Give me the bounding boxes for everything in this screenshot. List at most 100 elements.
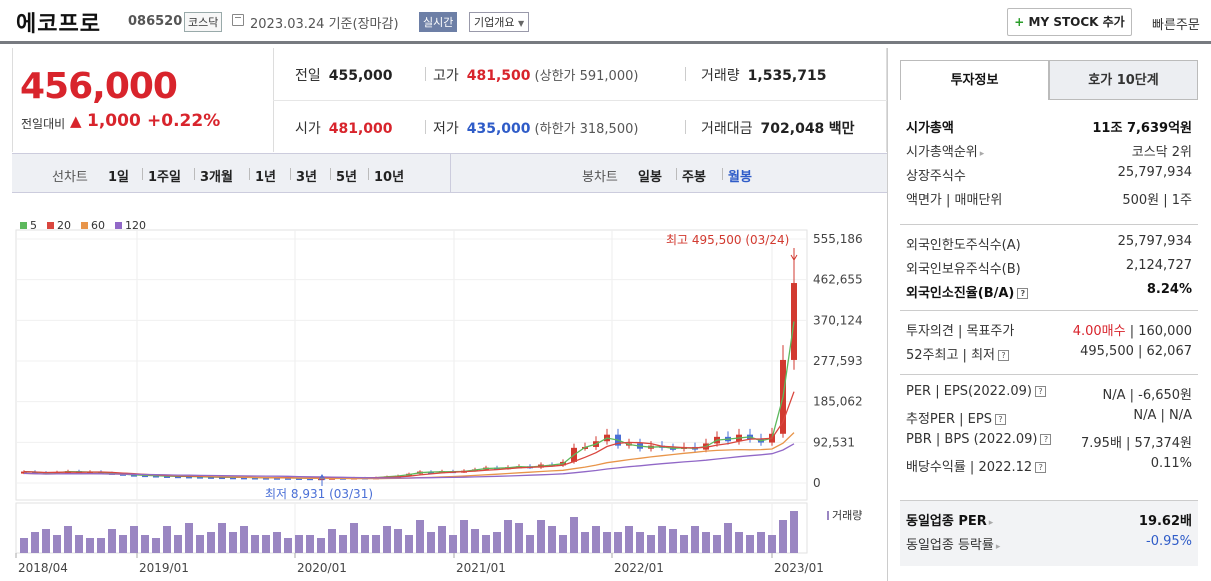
foreign-group: 외국인한도주식수(A) 25,797,934 외국인보유주식수(B) 2,124,72…	[900, 224, 1198, 303]
volume-bar	[53, 535, 61, 553]
help-icon[interactable]: ?	[1035, 462, 1047, 473]
candle-period-0[interactable]: 일봉	[638, 170, 662, 185]
candle-period-2[interactable]: 월봉	[728, 170, 752, 185]
volume-bar	[130, 526, 138, 553]
volume-bar	[163, 526, 171, 553]
candle-period-1[interactable]: 주봉	[682, 170, 706, 185]
info-label: 시가총액	[906, 121, 954, 136]
candle-body	[175, 476, 181, 479]
volume-bar	[361, 535, 369, 553]
low-annotation: 최저 8,931 (03/31)	[265, 487, 373, 501]
chevron-right-icon[interactable]: ▸	[995, 542, 1001, 552]
candle-chart-label: 봉차트	[582, 170, 618, 185]
mcap-row-3: 액면가 | 매매단위 500원 | 1주	[900, 186, 1198, 210]
period-bar: 선차트 1일 1주일 3개월 1년 3년 5년 10년 봉차트 일봉 주봉 월봉	[12, 153, 887, 193]
y-tick-label: 277,593	[813, 354, 863, 368]
volume-bar	[790, 511, 798, 553]
volume-bar	[196, 535, 204, 553]
volume-bar	[493, 532, 501, 553]
info-label: PER | EPS(2022.09)?	[906, 384, 1046, 399]
volume-bar	[152, 538, 160, 553]
volume-bar	[647, 535, 655, 553]
quick-order-link[interactable]: 빠른주문	[1152, 18, 1200, 33]
help-icon[interactable]: ?	[1040, 434, 1052, 445]
info-label: 외국인소진율(B/A)?	[906, 282, 1029, 301]
chevron-down-icon: ▼	[517, 19, 525, 28]
valuation-row-3: 배당수익률 | 2022.12? 0.11%	[900, 453, 1198, 477]
plus-icon: +	[1014, 15, 1025, 29]
period-2[interactable]: 3개월	[200, 170, 233, 185]
quote-date: 2023.03.24 기준(장마감)	[250, 17, 399, 32]
high-annotation: 최고 495,500 (03/24)	[666, 233, 789, 247]
volume-bar	[449, 535, 457, 553]
sector-row-0: 동일업종 PER ▸ 19.62배	[900, 507, 1198, 531]
help-icon[interactable]: ?	[994, 414, 1006, 425]
volume-bar	[691, 526, 699, 553]
volume-bar	[581, 532, 589, 553]
candle-body	[307, 478, 313, 481]
volume-bar	[680, 535, 688, 553]
foreign-row-0: 외국인한도주식수(A) 25,797,934	[900, 231, 1198, 255]
volume-label: 거래량	[832, 509, 862, 522]
volume-bar	[724, 523, 732, 553]
candle-body	[318, 478, 324, 481]
mcap-row-0: 시가총액 11조 7,639억원	[900, 114, 1198, 138]
info-value: 25,797,934	[1117, 165, 1192, 180]
volume-bar	[273, 532, 281, 553]
add-mystock-button[interactable]: + MY STOCK 추가	[1007, 8, 1132, 36]
candle-body	[164, 475, 170, 478]
period-1[interactable]: 1주일	[148, 170, 181, 185]
company-overview-dropdown[interactable]: 기업개요 ▼	[469, 12, 530, 32]
mcap-row-1: 시가총액순위 ▸ 코스닥 2위	[900, 138, 1198, 162]
market-badge: 코스닥	[184, 12, 223, 32]
realtime-button[interactable]: 실시간	[419, 12, 458, 32]
tab-orderbook[interactable]: 호가 10단계	[1049, 60, 1198, 100]
calendar-icon	[232, 14, 244, 26]
info-value: 19.62배	[1138, 514, 1192, 529]
legend-ma-5: 5	[20, 219, 37, 232]
volume-bar	[603, 532, 611, 553]
candle-body	[131, 474, 137, 477]
volume-bar	[570, 517, 578, 553]
info-label: 상장주식수	[906, 169, 966, 184]
help-icon[interactable]: ?	[1034, 386, 1046, 397]
info-value: 8.24%	[1146, 282, 1192, 297]
prev-close: 전일 455,000	[295, 68, 393, 84]
help-icon[interactable]: ?	[998, 350, 1009, 361]
info-value: -0.95%	[1146, 534, 1192, 549]
y-tick-label: 462,655	[813, 273, 863, 287]
info-value: 2,124,727	[1125, 258, 1192, 273]
volume-bar	[108, 529, 116, 553]
chevron-right-icon[interactable]: ▸	[988, 518, 994, 528]
tab-investment-info[interactable]: 투자정보	[900, 60, 1049, 100]
opinion-row-1: 52주최고 | 최저? 495,500 | 62,067	[900, 341, 1198, 365]
volume-bar	[438, 526, 446, 553]
info-label: 투자의견 | 목표주가	[906, 324, 1015, 339]
info-value: 11조 7,639억원	[1092, 121, 1192, 136]
period-0[interactable]: 1일	[108, 170, 130, 185]
volume-bar	[658, 526, 666, 553]
volume-bar	[614, 532, 622, 553]
candle-body	[208, 476, 214, 479]
period-4[interactable]: 3년	[296, 170, 318, 185]
info-label: 동일업종 등락률 ▸	[906, 538, 1001, 553]
period-6[interactable]: 10년	[374, 170, 405, 185]
volume-bar	[592, 526, 600, 553]
help-icon[interactable]: ?	[1017, 288, 1029, 299]
period-5[interactable]: 5년	[336, 170, 358, 185]
volume-bar	[559, 535, 567, 553]
chevron-right-icon[interactable]: ▸	[979, 149, 985, 159]
y-tick-label: 555,186	[813, 232, 863, 246]
legend-ma-20: 20	[47, 219, 71, 232]
info-label: 동일업종 PER ▸	[906, 514, 994, 529]
info-label: PBR | BPS (2022.09)?	[906, 432, 1052, 447]
opinion-group: 투자의견 | 목표주가 4.00매수 | 160,000 52주최고 | 최저? 49…	[900, 310, 1198, 365]
change-label: 전일대비	[21, 117, 66, 131]
period-3[interactable]: 1년	[255, 170, 277, 185]
info-value: 25,797,934	[1117, 234, 1192, 249]
candle-body	[285, 477, 291, 480]
volume-bar	[97, 538, 105, 553]
candle-body	[153, 475, 159, 478]
price-summary: 456,000 전일대비 ▲ 1,000 +0.22% 전일 455,000 고가…	[12, 48, 888, 152]
